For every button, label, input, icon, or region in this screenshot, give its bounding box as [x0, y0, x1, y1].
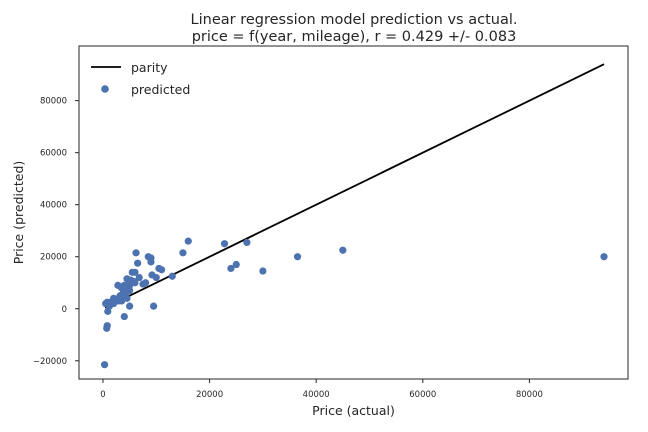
legend-parity-label: parity — [131, 60, 168, 75]
y-axis-label: Price (predicted) — [11, 161, 26, 265]
legend-predicted-swatch — [101, 85, 109, 93]
predicted-point — [227, 264, 235, 273]
predicted-point — [100, 361, 109, 369]
predicted-point — [123, 294, 131, 302]
plot-area — [100, 63, 608, 369]
x-tick-label: 20000 — [196, 390, 223, 400]
predicted-point — [123, 288, 131, 296]
predicted-point — [600, 253, 608, 261]
x-tick-label: 40000 — [303, 390, 330, 400]
predicted-point — [103, 322, 111, 330]
predicted-point — [142, 279, 150, 287]
y-tick-label: −20000 — [33, 357, 67, 367]
chart-subtitle: price = f(year, mileage), r = 0.429 +/- … — [192, 29, 517, 45]
predicted-point — [126, 281, 134, 289]
x-tick-label: 0 — [100, 390, 105, 400]
chart-title: Linear regression model prediction vs ac… — [191, 12, 518, 28]
y-tick-label: 0 — [62, 305, 67, 315]
predicted-point — [243, 238, 251, 247]
y-tick-label: 60000 — [40, 149, 67, 159]
y-axis: −20000 0 20000 40000 60000 80000 — [33, 97, 79, 367]
predicted-point — [168, 272, 176, 280]
predicted-point — [132, 249, 140, 257]
predicted-point — [259, 267, 267, 275]
predicted-point — [131, 279, 139, 287]
predicted-point — [134, 259, 142, 267]
plot-frame — [78, 45, 629, 380]
predicted-point — [104, 307, 112, 315]
y-tick-label: 20000 — [40, 253, 67, 263]
predicted-point — [293, 253, 302, 261]
predicted-point — [126, 302, 134, 310]
predicted-point — [232, 260, 240, 269]
predicted-point — [131, 268, 139, 276]
y-tick-label: 80000 — [40, 97, 67, 107]
x-axis-label: Price (actual) — [312, 403, 395, 418]
predicted-point — [179, 249, 187, 257]
predicted-point — [135, 273, 143, 282]
predicted-point — [184, 237, 192, 245]
x-tick-label: 80000 — [516, 390, 543, 400]
legend: parity predicted — [91, 60, 190, 97]
predicted-point — [220, 240, 229, 248]
predicted-point — [158, 266, 166, 274]
predicted-point — [120, 312, 128, 321]
parity-line — [104, 63, 605, 309]
x-tick-label: 60000 — [409, 390, 436, 400]
legend-predicted-label: predicted — [131, 82, 190, 97]
predicted-point — [110, 294, 118, 302]
predicted-point — [339, 246, 347, 254]
predicted-point — [152, 273, 160, 282]
predicted-point — [115, 294, 123, 302]
predicted-point — [147, 258, 155, 266]
predicted-point — [150, 302, 158, 310]
x-axis: 0 20000 40000 60000 80000 — [100, 379, 543, 400]
y-tick-label: 40000 — [40, 201, 67, 211]
